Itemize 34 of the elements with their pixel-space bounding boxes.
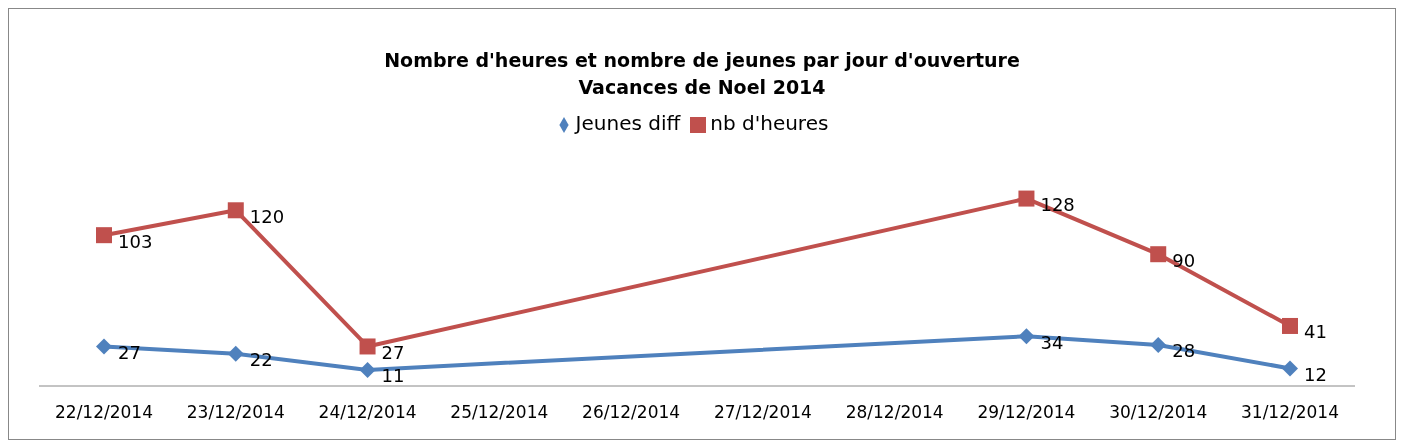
data-label: 11: [381, 365, 405, 387]
data-label: 128: [1040, 193, 1075, 215]
x-tick-label: 23/12/2014: [186, 402, 285, 423]
point: [359, 338, 376, 355]
point: [1282, 317, 1298, 334]
point: [1018, 328, 1035, 345]
data-label: 41: [1304, 321, 1327, 343]
x-tick-label: 30/12/2014: [1109, 402, 1208, 423]
point: [1150, 337, 1167, 353]
x-tick-label: 24/12/2014: [318, 402, 417, 423]
x-tick-label: 22/12/2014: [55, 402, 153, 423]
legend-label: nb d'heures: [710, 111, 829, 135]
point: [359, 361, 376, 378]
legend-label: Jeunes diff: [575, 111, 681, 135]
point: [227, 202, 244, 219]
data-label: 12: [1304, 363, 1327, 385]
data-label: 103: [118, 230, 153, 252]
point: [1018, 190, 1035, 207]
data-label: 90: [1172, 249, 1196, 271]
point: [227, 345, 244, 362]
point: [1150, 246, 1167, 263]
chart-title: Nombre d'heures et nombre de jeunes par jour d'ouverture: [383, 48, 1021, 73]
point: [96, 227, 112, 244]
x-tick-label: 27/12/2014: [713, 402, 812, 423]
data-label: 27: [381, 341, 405, 363]
x-tick-label: 26/12/2014: [582, 402, 681, 423]
x-tick-label: 25/12/2014: [450, 402, 549, 423]
x-tick-label: 29/12/2014: [977, 402, 1076, 423]
point: [1282, 360, 1298, 377]
x-tick-label: 31/12/2014: [1241, 402, 1339, 423]
chart-subtitle: Vacances de Noel 2014: [577, 75, 827, 100]
x-tick-label: 28/12/2014: [845, 402, 944, 423]
point: [96, 338, 112, 355]
data-label: 120: [249, 205, 285, 227]
